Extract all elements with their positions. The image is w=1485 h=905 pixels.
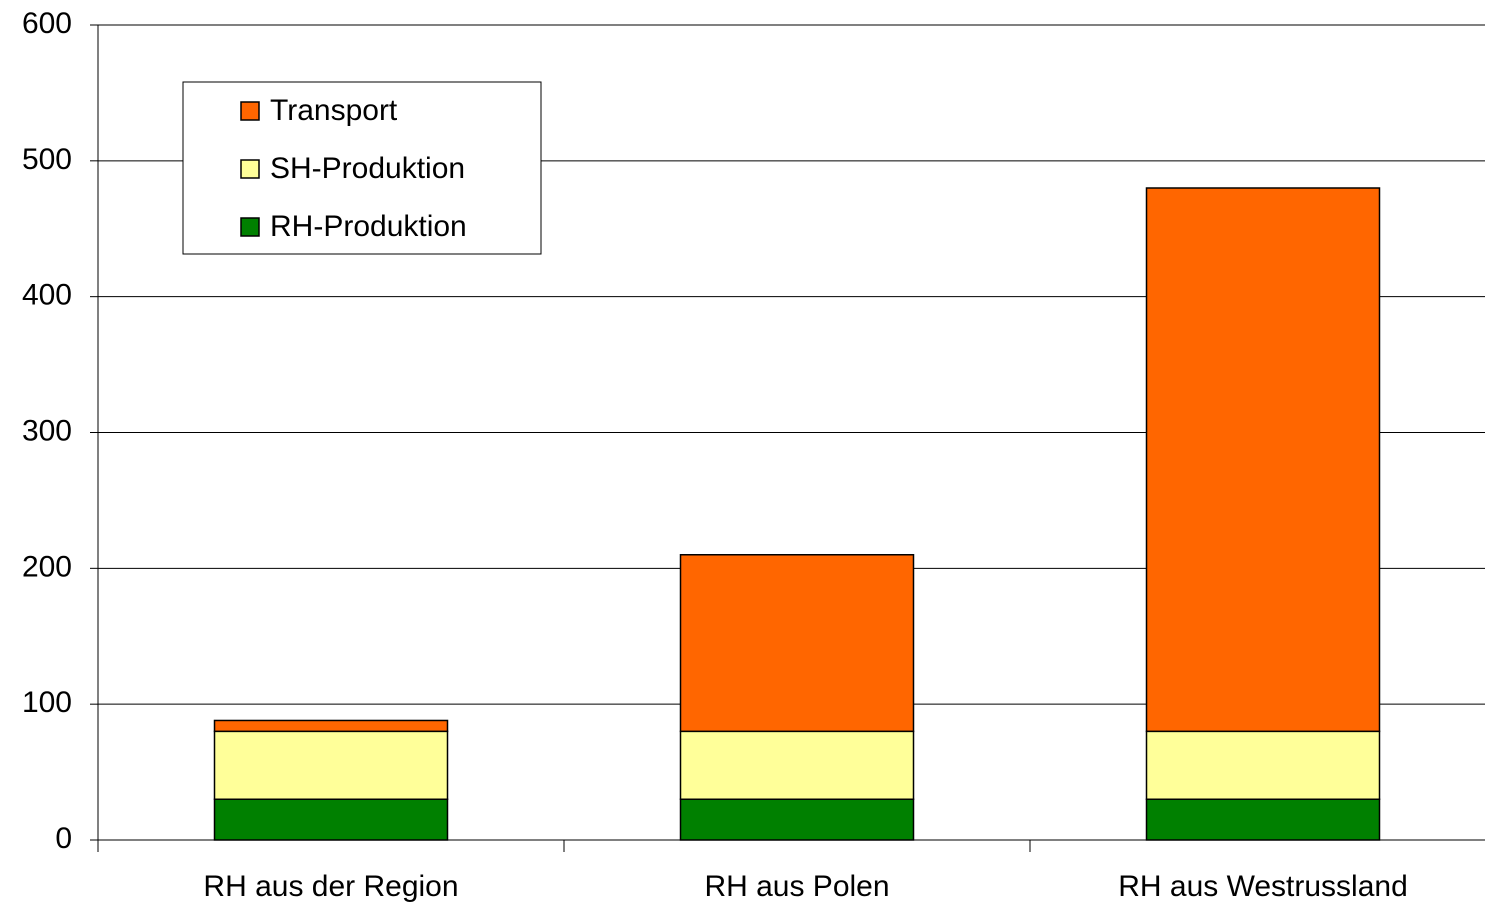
bar-segment [213,719,449,733]
y-tick-label: 600 [22,7,72,40]
y-tick-label: 0 [55,822,72,855]
y-tick-label: 200 [22,550,72,583]
bar-segment [213,798,449,841]
bar-segment [1145,730,1381,800]
bar-segment [1145,187,1381,733]
legend-swatch [240,217,260,237]
y-tick-label: 500 [22,143,72,176]
legend-label: Transport [270,94,398,127]
x-tick-label: RH aus Westrussland [1118,870,1408,903]
legend-label: SH-Produktion [270,152,465,185]
y-tick-label: 100 [22,686,72,719]
bar-segment [679,730,915,800]
y-tick-label: 300 [22,414,72,447]
x-tick-label: RH aus Polen [704,870,889,903]
x-tick-label: RH aus der Region [203,870,458,903]
bar-segment [1145,798,1381,841]
legend-swatch [240,101,260,121]
legend-swatch [240,159,260,179]
y-tick-label: 400 [22,279,72,312]
bar-segment [679,798,915,841]
bar-segment [679,554,915,733]
bar-segment [213,730,449,800]
legend-label: RH-Produktion [270,210,467,243]
